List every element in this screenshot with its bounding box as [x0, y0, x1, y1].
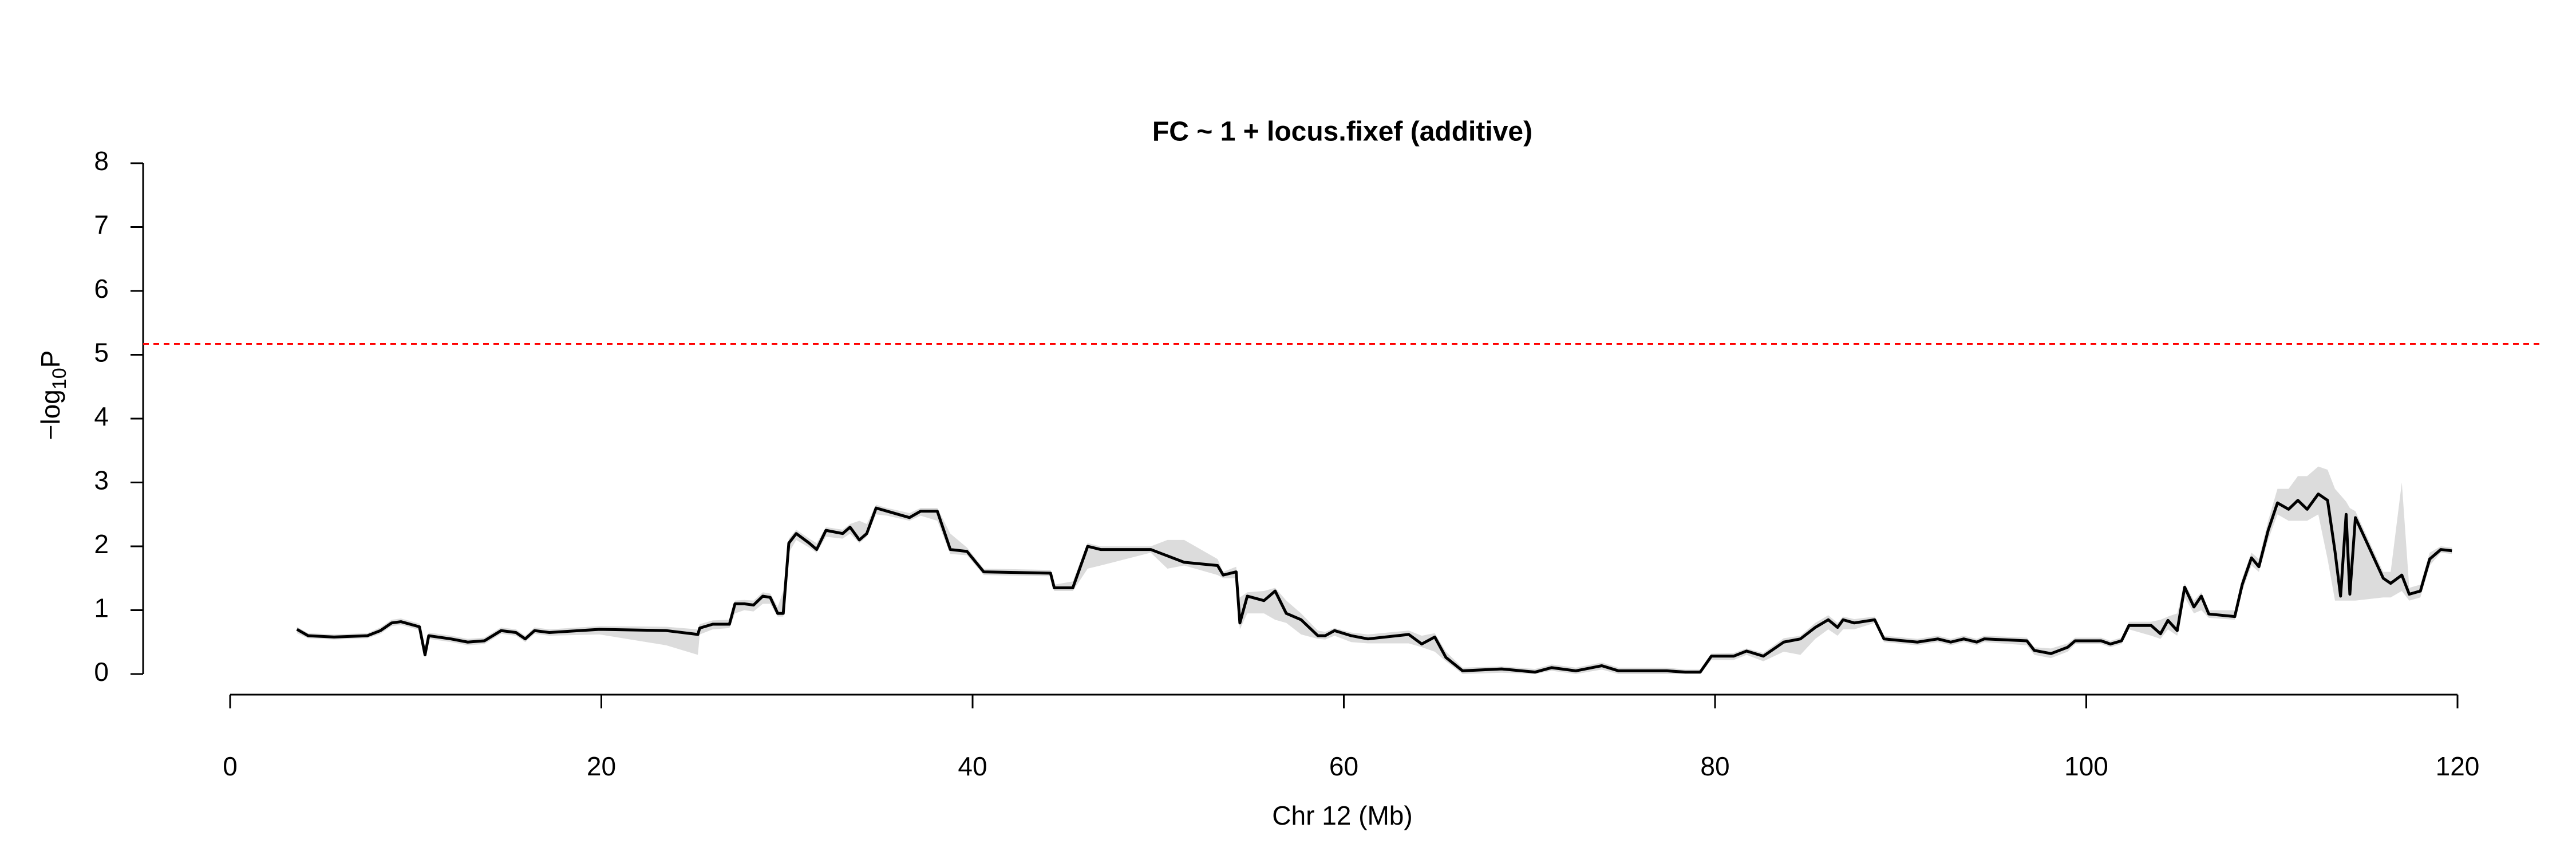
y-tick-label: 3 [94, 466, 109, 495]
x-tick-label: 20 [587, 751, 616, 781]
y-axis-label: −log10P [35, 350, 70, 440]
x-tick-label: 0 [223, 751, 238, 781]
x-tick-label: 80 [1700, 751, 1729, 781]
x-axis-label: Chr 12 (Mb) [1272, 801, 1412, 830]
y-tick-label: 4 [94, 401, 109, 431]
x-tick-label: 120 [2436, 751, 2480, 781]
y-tick-label: 8 [94, 146, 109, 176]
y-tick-label: 7 [94, 210, 109, 240]
confidence-band [297, 466, 2452, 674]
y-tick-label: 0 [94, 657, 109, 687]
x-tick-label: 40 [958, 751, 987, 781]
y-tick-label: 6 [94, 274, 109, 304]
y-label-subscript: 10 [49, 368, 70, 389]
data-line [296, 492, 2452, 674]
y-label-suffix: P [35, 350, 65, 368]
y-tick-label: 1 [94, 593, 109, 623]
y-tick-label: 5 [94, 338, 109, 368]
chart-title: FC ~ 1 + locus.fixef (additive) [1152, 117, 1532, 147]
x-tick-label: 100 [2064, 751, 2108, 781]
y-label-prefix: −log [35, 389, 65, 440]
x-tick-label: 60 [1329, 751, 1358, 781]
y-tick-label: 2 [94, 529, 109, 559]
